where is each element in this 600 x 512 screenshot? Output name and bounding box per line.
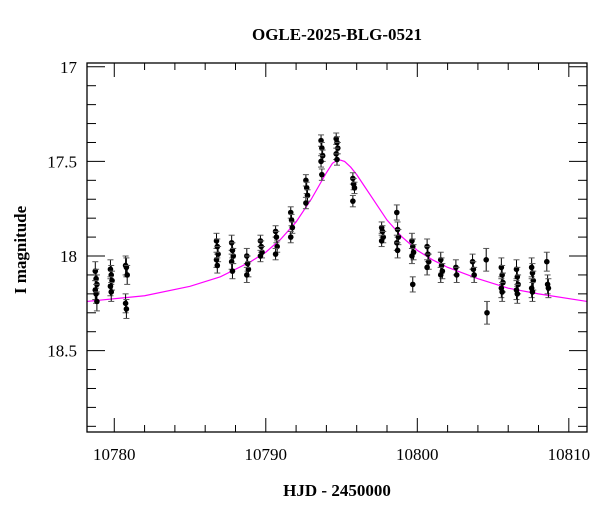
data-points (92, 132, 552, 325)
data-point (289, 224, 296, 231)
x-tick-label: 10810 (548, 445, 591, 464)
data-point (124, 272, 130, 278)
data-point (108, 289, 115, 295)
data-point (499, 289, 505, 295)
data-point (272, 251, 279, 257)
data-point (214, 262, 221, 269)
data-point (528, 264, 535, 271)
data-point (409, 253, 415, 259)
data-point (378, 238, 385, 244)
axis-ticks: 10780 10790 10800 10810 17 17.5 18 18.5 (47, 58, 590, 464)
data-point (334, 156, 340, 163)
data-point (471, 272, 477, 278)
chart-title: OGLE-2025-BLG-0521 (252, 25, 422, 44)
y-tick-label: 18 (60, 247, 77, 266)
model-curve-group (86, 158, 588, 303)
data-point (437, 272, 444, 278)
data-point (122, 300, 129, 307)
data-point (545, 285, 552, 291)
data-point (318, 158, 324, 165)
data-point (350, 198, 356, 204)
data-point (107, 283, 114, 290)
x-axis-label: HJD - 2450000 (283, 481, 391, 500)
data-point (409, 281, 416, 288)
y-tick-label: 17.5 (47, 152, 77, 171)
data-point (484, 309, 490, 316)
x-tick-label: 10780 (93, 445, 136, 464)
data-point (394, 247, 401, 254)
data-point (483, 257, 490, 263)
data-point (424, 264, 430, 271)
data-point (453, 272, 460, 278)
data-point (123, 306, 130, 312)
data-point (394, 209, 400, 216)
y-axis-label: I magnitude (11, 205, 30, 294)
data-point (244, 272, 250, 278)
data-point (319, 171, 325, 178)
plot-frame (86, 62, 588, 433)
data-point (529, 289, 536, 295)
x-tick-label: 10800 (396, 445, 439, 464)
data-point (229, 268, 236, 274)
y-tick-label: 17 (60, 58, 78, 77)
data-point (514, 291, 521, 297)
data-point (273, 234, 280, 240)
x-tick-label: 10790 (245, 445, 288, 464)
data-point (287, 234, 294, 240)
data-point (303, 200, 309, 206)
data-point (351, 185, 358, 191)
y-tick-label: 18.5 (47, 342, 77, 361)
data-point (94, 298, 100, 305)
data-point (257, 253, 264, 259)
data-point (544, 258, 550, 265)
model-curve (86, 158, 588, 303)
